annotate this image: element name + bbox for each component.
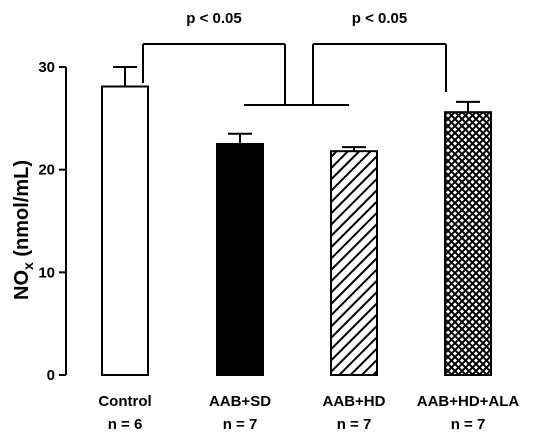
y-tick-label: 30 bbox=[38, 59, 55, 76]
sample-size-label: n = 7 bbox=[451, 416, 486, 433]
y-axis: 0 10 20 30 bbox=[38, 59, 67, 384]
x-tick-label: AAB+HD bbox=[323, 393, 386, 410]
bar-aab-hd-ala bbox=[444, 111, 492, 376]
y-axis-label-sub: x bbox=[20, 262, 36, 270]
y-axis-label-main: NO bbox=[11, 270, 33, 300]
significance-label: p < 0.05 bbox=[186, 10, 241, 27]
y-tick-label: 20 bbox=[38, 162, 55, 179]
sample-size-label: n = 7 bbox=[223, 416, 258, 433]
category-labels: Control n = 6 AAB+SD n = 7 AAB+HD n = 7 AAB+HD… bbox=[98, 393, 519, 433]
y-tick-label: 10 bbox=[38, 264, 55, 281]
y-axis-label-rest: (nmol/mL) bbox=[11, 160, 33, 262]
y-tick-label: 0 bbox=[47, 367, 55, 384]
sample-size-label: n = 6 bbox=[108, 416, 143, 433]
significance-brackets: p < 0.05 p < 0.05 bbox=[142, 10, 447, 106]
sample-size-label: n = 7 bbox=[337, 416, 372, 433]
bars bbox=[101, 66, 492, 377]
x-tick-label: Control bbox=[98, 393, 151, 410]
significance-label: p < 0.05 bbox=[352, 10, 407, 27]
bar-control bbox=[101, 85, 149, 377]
y-axis-label: NOx (nmol/mL) bbox=[11, 160, 36, 300]
bar-aab-hd bbox=[330, 150, 378, 376]
x-tick-label: AAB+HD+ALA bbox=[417, 393, 520, 410]
x-tick-label: AAB+SD bbox=[209, 393, 271, 410]
bar-aab-sd bbox=[216, 143, 264, 376]
